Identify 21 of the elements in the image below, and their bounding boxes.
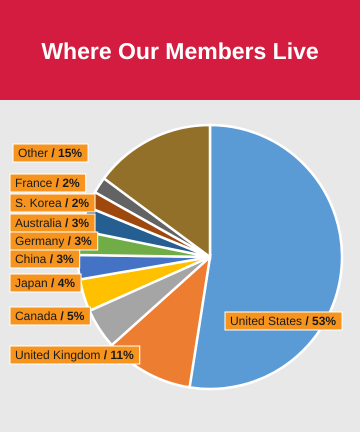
slice-label: Japan (15, 276, 48, 290)
data-label: / 3% (65, 216, 90, 230)
slice-label: China (15, 252, 47, 266)
slice-label: France (15, 176, 53, 190)
data-label: / 53% (305, 314, 336, 328)
data-label: / 5% (60, 309, 85, 323)
slice-label: United Kingdom (15, 348, 100, 362)
slice-label: Germany (15, 234, 64, 248)
data-label: / 3% (68, 234, 92, 248)
chart-title: Where Our Members Live (41, 38, 319, 64)
data-label: / 2% (65, 196, 90, 210)
data-label: / 3% (50, 252, 74, 266)
slice-label: Canada (15, 309, 58, 323)
slice-label: S. Korea (15, 196, 62, 210)
slice-label: Australia (15, 216, 62, 230)
data-label: / 15% (51, 146, 82, 160)
data-label: / 11% (104, 348, 134, 362)
data-label: / 2% (56, 176, 80, 190)
data-label: / 4% (51, 276, 76, 290)
slice-label: Other (18, 146, 48, 160)
slice-label: United States (230, 314, 302, 328)
